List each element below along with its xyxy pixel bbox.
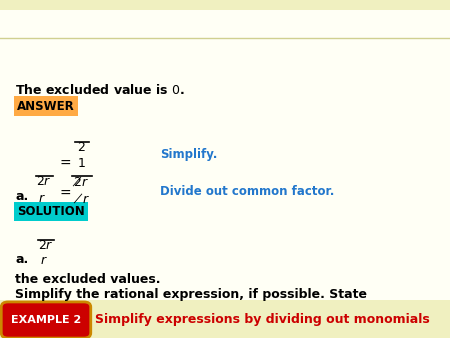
Text: The excluded value is $0$.: The excluded value is $0$. (15, 83, 185, 97)
FancyBboxPatch shape (14, 96, 78, 116)
Text: $2$: $2$ (77, 141, 86, 154)
Text: $r$: $r$ (38, 192, 46, 205)
Text: a.: a. (15, 253, 28, 266)
FancyBboxPatch shape (14, 202, 88, 221)
Text: Divide out common factor.: Divide out common factor. (160, 185, 334, 198)
Text: Simplify the rational expression, if possible. State: Simplify the rational expression, if pos… (15, 288, 367, 301)
Text: $r$: $r$ (40, 254, 48, 267)
FancyBboxPatch shape (1, 302, 91, 338)
Text: Simplify.: Simplify. (160, 148, 217, 161)
Text: SOLUTION: SOLUTION (17, 205, 85, 218)
Text: $\not{r}$: $\not{r}$ (73, 192, 90, 206)
Text: Simplify expressions by dividing out monomials: Simplify expressions by dividing out mon… (95, 313, 430, 325)
FancyBboxPatch shape (0, 300, 450, 338)
FancyBboxPatch shape (0, 0, 450, 10)
Text: $2\not{r}$: $2\not{r}$ (72, 175, 89, 189)
Text: ANSWER: ANSWER (17, 99, 75, 113)
Text: $2r$: $2r$ (38, 239, 54, 252)
Text: $1$: $1$ (77, 157, 86, 170)
Text: a.: a. (15, 190, 28, 203)
Text: EXAMPLE 2: EXAMPLE 2 (11, 315, 81, 325)
Text: $2r$: $2r$ (36, 175, 52, 188)
Text: $=$: $=$ (57, 185, 72, 199)
Text: the excluded values.: the excluded values. (15, 273, 161, 286)
Text: $=$: $=$ (57, 155, 72, 169)
